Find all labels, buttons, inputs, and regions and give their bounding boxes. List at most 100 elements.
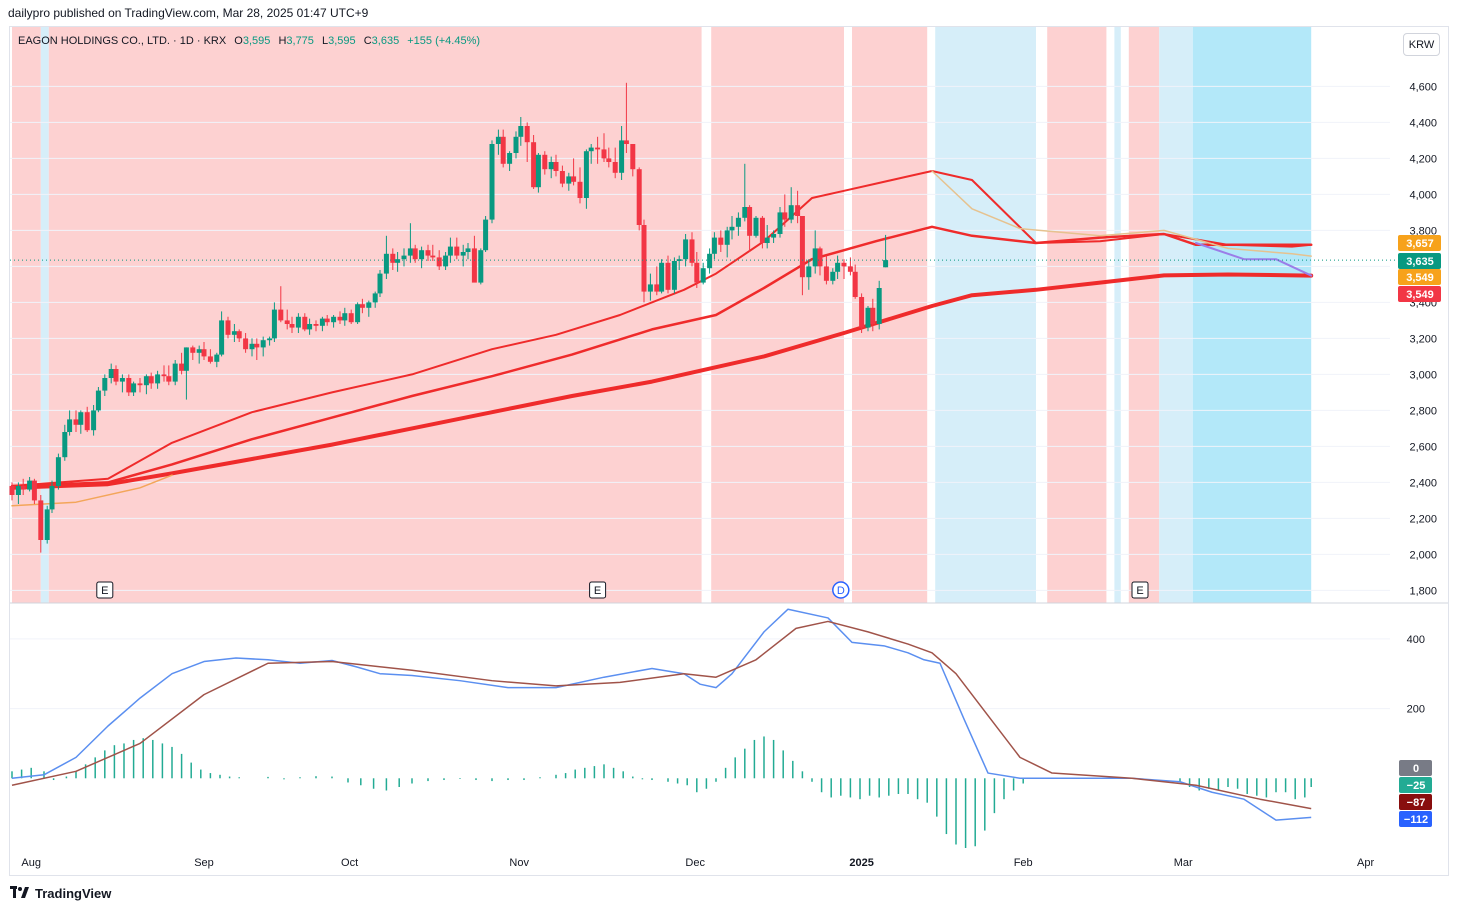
candle-body <box>471 248 477 283</box>
candle-body <box>401 255 407 260</box>
candle-body <box>119 378 125 382</box>
low-value: 3,595 <box>328 35 356 47</box>
background-band <box>935 27 1036 603</box>
price-tick-label: 4,400 <box>1409 117 1437 129</box>
candle-body <box>407 248 413 256</box>
candle-body <box>619 140 625 173</box>
candle-body <box>102 378 108 391</box>
time-axis: Aug Sep Oct Nov Dec 2025 Feb Mar Apr <box>21 857 1374 869</box>
publisher-header: dailypro published on TradingView.com, M… <box>8 6 369 20</box>
candle-body <box>49 486 55 510</box>
candle-body <box>601 149 607 159</box>
candle-body <box>131 383 137 393</box>
candle-body <box>788 205 794 220</box>
candle-body <box>355 304 361 323</box>
candle-body <box>267 338 273 341</box>
candle-body <box>883 260 889 268</box>
candle-body <box>395 259 401 263</box>
candle-body <box>823 266 829 281</box>
candle-body <box>647 284 653 292</box>
candle-body <box>700 268 706 283</box>
candle-body <box>478 250 484 283</box>
moving-average-line <box>10 272 1314 490</box>
background-band <box>1192 27 1312 603</box>
candle-body <box>465 248 471 252</box>
symbol-name: EAGON HOLDINGS CO., LTD. · 1D · KRX <box>18 35 227 47</box>
candle-body <box>260 340 266 348</box>
candle-body <box>518 126 524 137</box>
candle-body <box>495 136 501 144</box>
candle-body <box>214 354 220 362</box>
candle-body <box>665 262 671 290</box>
oscillator-line <box>11 620 1312 810</box>
candle-body <box>425 250 431 256</box>
candle-body <box>531 142 537 188</box>
candle-body <box>711 237 717 254</box>
candle-body <box>419 250 425 260</box>
background-bands <box>12 27 1312 603</box>
candle-body <box>337 316 343 321</box>
candle-body <box>559 171 565 184</box>
candle-body <box>460 252 466 256</box>
candle-body <box>454 246 460 256</box>
candles <box>9 82 889 553</box>
candle-body <box>535 154 541 188</box>
candle-body <box>137 383 143 386</box>
candle-body <box>430 255 436 258</box>
price-tick-label: 2,200 <box>1409 513 1437 525</box>
candle-body <box>302 316 308 330</box>
currency-button[interactable]: KRW <box>1403 33 1440 56</box>
open-value: 3,595 <box>242 35 271 47</box>
tradingview-footer[interactable]: TradingView <box>10 886 111 901</box>
candle-body <box>172 363 178 382</box>
candle-body <box>847 266 853 272</box>
candle-body <box>236 331 242 339</box>
price-tick-label: 3,000 <box>1409 369 1437 381</box>
price-label: 3,657 <box>1406 238 1434 250</box>
background-band <box>12 27 41 603</box>
osc-label-box <box>1399 760 1432 776</box>
candle-body <box>876 288 882 324</box>
earnings-marker <box>1131 581 1149 599</box>
candle-body <box>44 509 50 540</box>
candle-body <box>507 153 513 164</box>
price-axis: 4,6004,4004,2004,0003,8003,6003,4003,200… <box>1409 81 1437 597</box>
candle-body <box>747 207 753 236</box>
moving-averages <box>10 170 1314 507</box>
dividend-marker <box>832 581 850 599</box>
candle-body <box>859 297 865 328</box>
candle-body <box>553 162 559 171</box>
candle-body <box>588 147 594 152</box>
background-band <box>48 27 702 603</box>
candle-body <box>289 324 295 328</box>
candle-body <box>390 253 396 263</box>
high-value: 3,775 <box>286 35 314 47</box>
candle-body <box>148 376 154 384</box>
price-label: 3,549 <box>1406 289 1434 301</box>
close-value: 3,635 <box>371 35 400 47</box>
tradingview-logo-icon <box>10 886 30 901</box>
moving-average-line <box>11 170 1313 487</box>
candle-body <box>366 302 372 308</box>
candle-body <box>577 181 583 198</box>
background-band <box>1159 27 1193 603</box>
candle-body <box>671 261 677 290</box>
candle-body <box>183 347 189 371</box>
candle-body <box>196 349 202 353</box>
candle-body <box>91 410 97 431</box>
candle-body <box>243 338 249 350</box>
close-label: C <box>363 35 372 47</box>
candle-body <box>636 169 642 225</box>
candle-body <box>513 136 519 153</box>
candle-body <box>155 374 161 384</box>
candle-body <box>771 234 777 238</box>
symbol-legend: EAGON HOLDINGS CO., LTD. · 1D · KRX O3,5… <box>18 35 480 47</box>
background-band <box>711 27 844 603</box>
candle-body <box>694 262 700 283</box>
time-tick-label: Feb <box>1014 857 1033 869</box>
price-tick-label: 4,600 <box>1409 81 1437 93</box>
candle-body <box>841 262 847 267</box>
candle-body <box>201 349 207 357</box>
osc-label: −112 <box>1404 814 1428 826</box>
